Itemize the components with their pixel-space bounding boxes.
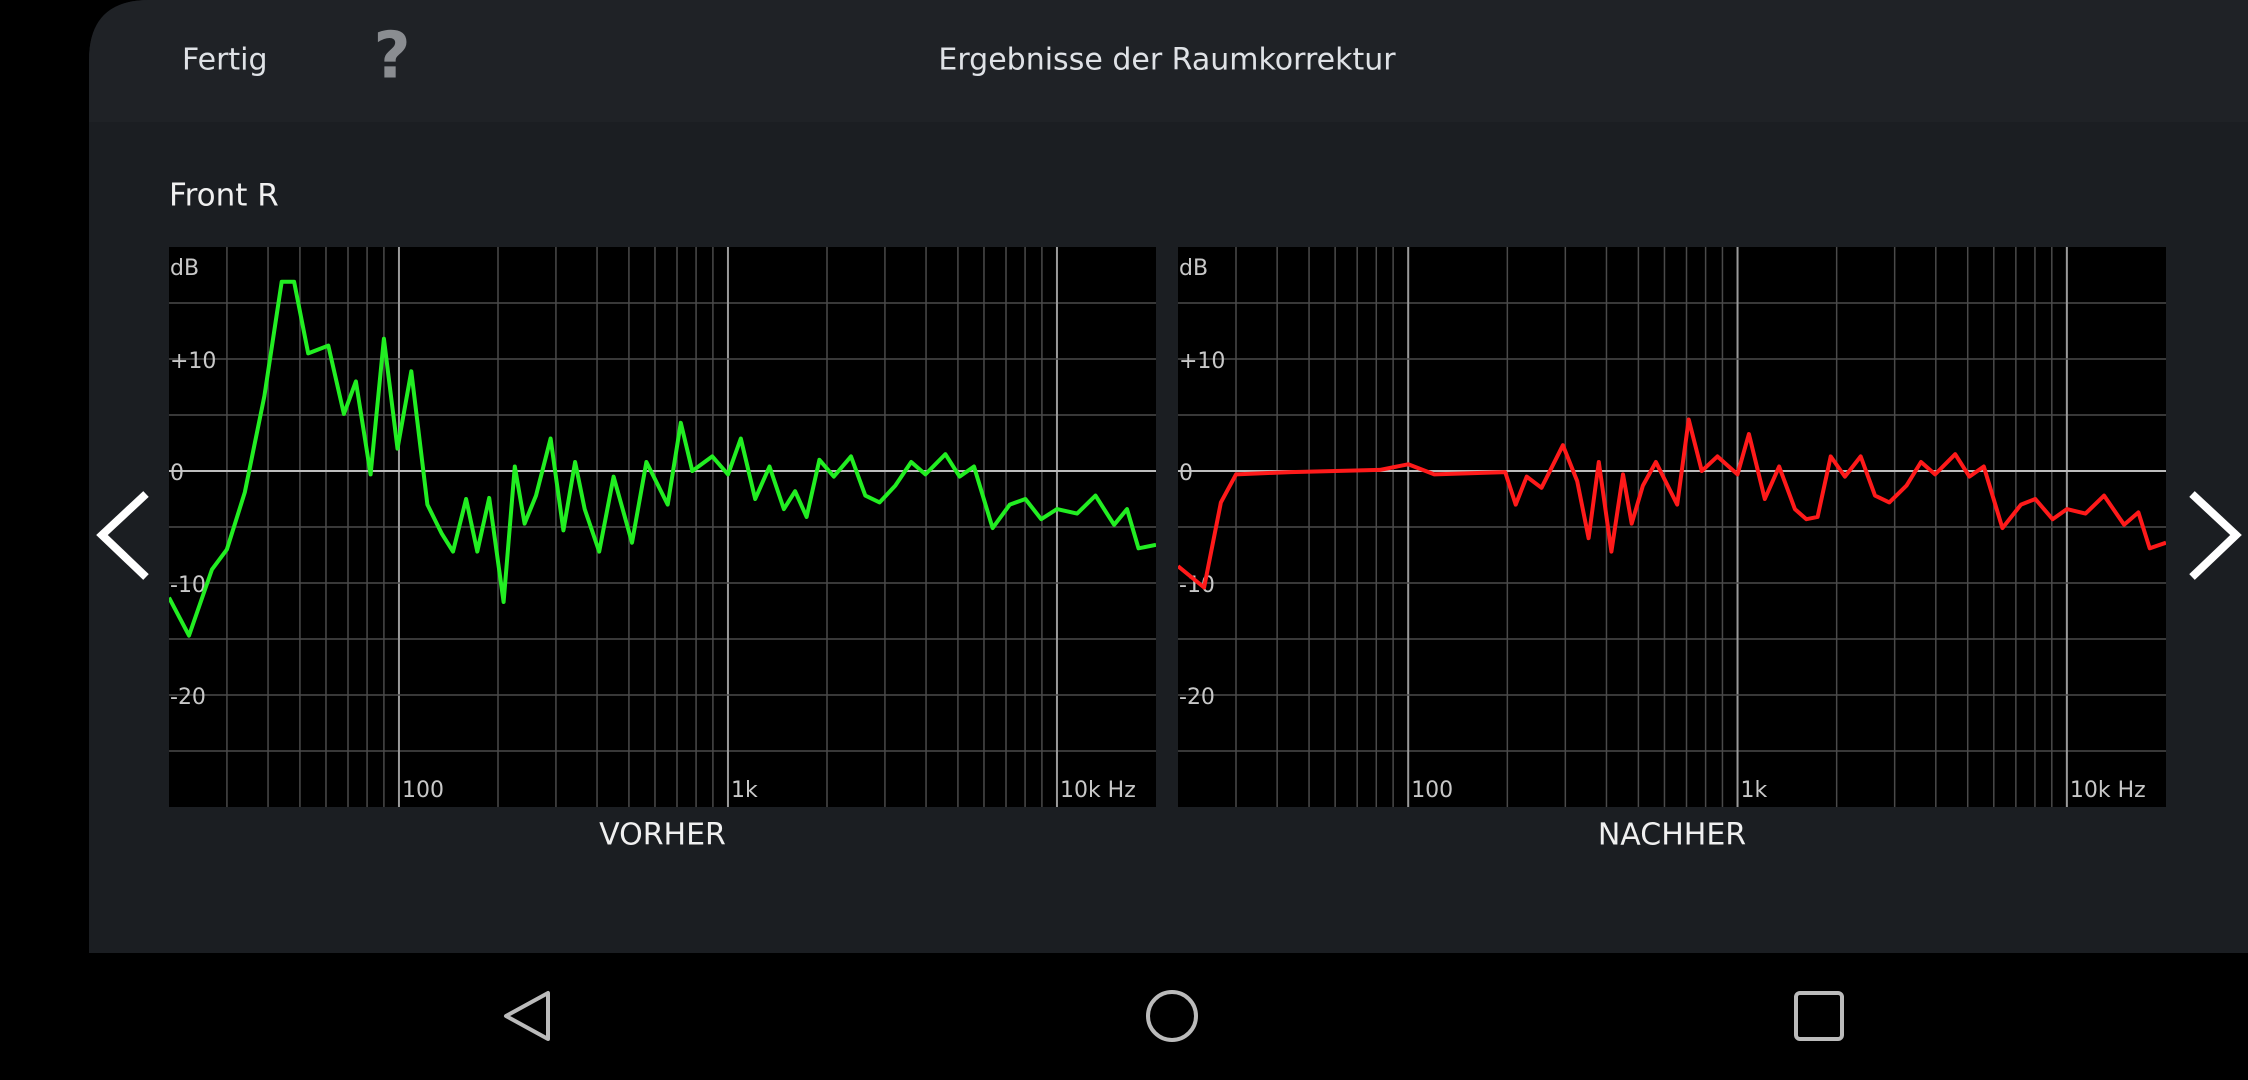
chart-title: NACHHER [1598, 818, 1746, 853]
channel-label: Front R [169, 178, 279, 214]
y-tick-label: -10 [1179, 573, 1215, 598]
y-tick-label: +10 [170, 349, 216, 374]
header-bar [89, 0, 2248, 122]
y-tick-label: 0 [170, 461, 184, 486]
y-tick-label: -10 [170, 573, 206, 598]
y-axis-label: dB [170, 256, 199, 281]
nav-back[interactable] [504, 991, 550, 1041]
response-curve [169, 279, 1156, 638]
next-arrow[interactable] [2189, 491, 2242, 580]
chart-title: VORHER [599, 818, 726, 853]
y-tick-label: -20 [170, 685, 206, 710]
nav-home[interactable] [1146, 990, 1198, 1042]
x-tick-label: 1k [1741, 778, 1768, 803]
x-tick-label: 10k Hz [1060, 778, 1136, 803]
done-button[interactable]: Fertig [182, 43, 268, 78]
y-tick-label: 0 [1179, 461, 1193, 486]
x-tick-label: 100 [402, 778, 444, 803]
charts: 100 1k 10k Hz +10 0 -10 -20 dB VORHER 100 1k 10k Hz… [169, 247, 2166, 853]
y-axis-label: dB [1179, 256, 1208, 281]
response-curve [1178, 417, 2166, 590]
x-tick-label: 100 [1411, 778, 1453, 803]
x-tick-label: 10k Hz [2070, 778, 2146, 803]
prev-arrow[interactable] [96, 491, 149, 580]
help-button[interactable]: ? [373, 20, 410, 94]
x-tick-label: 1k [731, 778, 758, 803]
y-tick-label: +10 [1179, 349, 1225, 374]
screen-title: Ergebnisse der Raumkorrektur [938, 43, 1396, 78]
nav-recents[interactable] [1794, 991, 1844, 1041]
y-tick-label: -20 [1179, 685, 1215, 710]
